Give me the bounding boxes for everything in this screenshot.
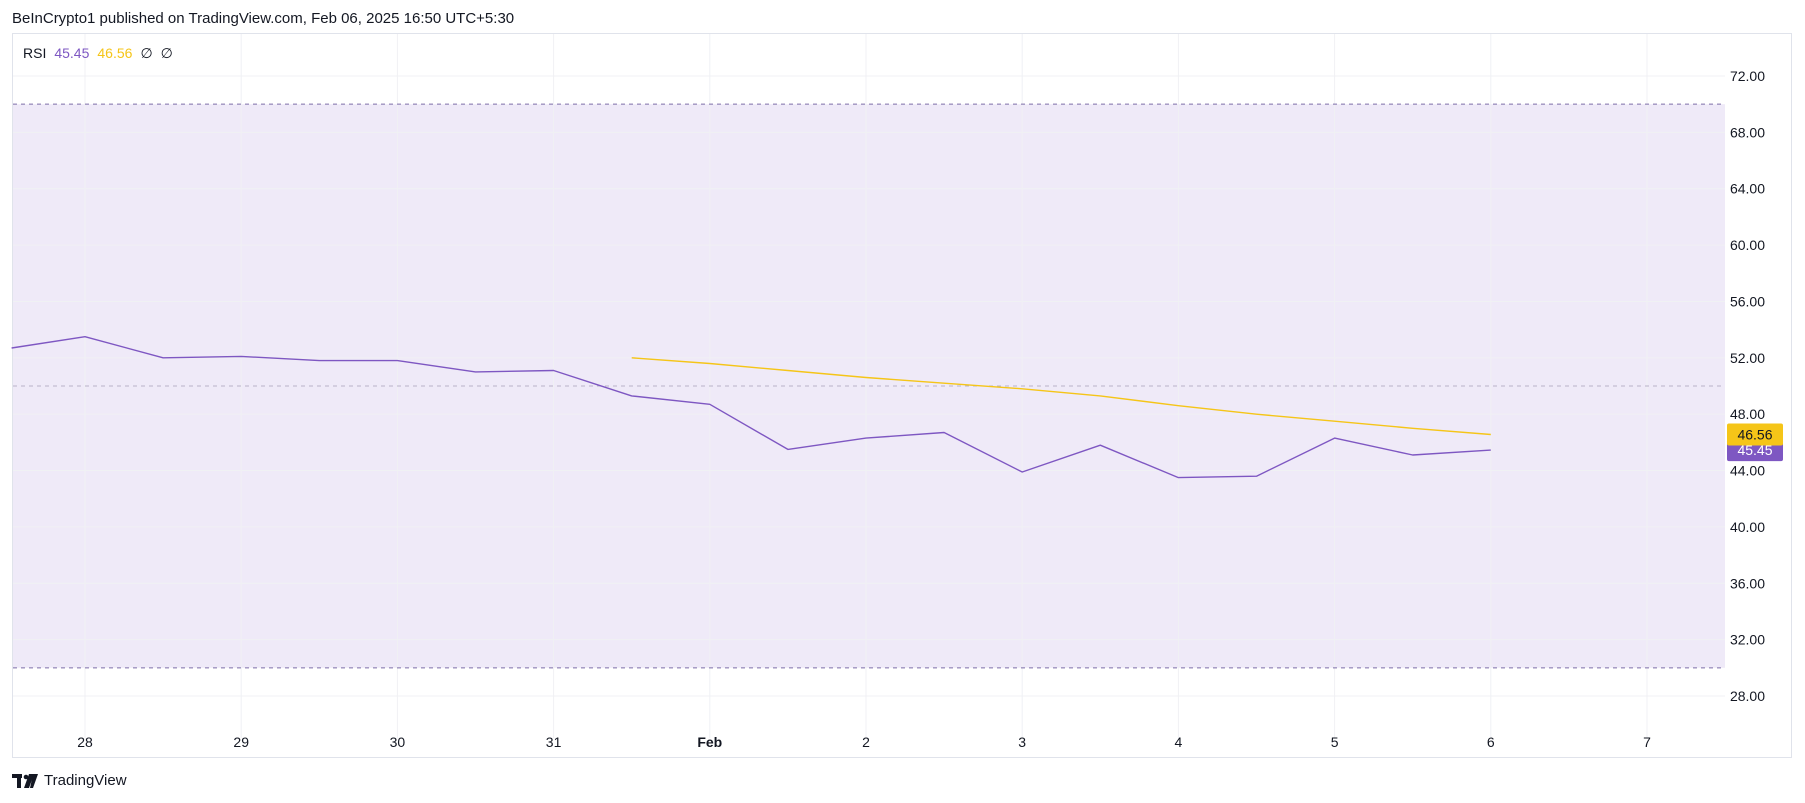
y-tick-label: 72.00 bbox=[1730, 68, 1765, 84]
x-tick-label: 30 bbox=[390, 734, 406, 750]
x-tick-label: 3 bbox=[1018, 734, 1026, 750]
x-tick-label: Feb bbox=[697, 734, 722, 750]
y-tick-label: 36.00 bbox=[1730, 575, 1765, 591]
indicator-legend[interactable]: RSI 45.45 46.56 ∅ ∅ bbox=[23, 45, 173, 62]
chart-frame bbox=[12, 33, 1792, 758]
rsi-series-line bbox=[11, 336, 1491, 479]
y-tick-label: 28.00 bbox=[1730, 688, 1765, 704]
legend-ma-value: 46.56 bbox=[97, 45, 133, 61]
rsi-last-value-label: 45.45 bbox=[1737, 442, 1772, 458]
publisher-caption: BeInCrypto1 published on TradingView.com… bbox=[12, 10, 515, 27]
y-tick-label: 40.00 bbox=[1730, 519, 1765, 535]
x-tick-label: 5 bbox=[1331, 734, 1339, 750]
x-tick-label: 6 bbox=[1487, 734, 1495, 750]
y-tick-label: 44.00 bbox=[1730, 463, 1765, 479]
legend-indicator-name[interactable]: RSI bbox=[23, 45, 47, 61]
footer-brand-label: TradingView bbox=[44, 772, 127, 789]
y-tick-label: 56.00 bbox=[1730, 293, 1765, 309]
x-tick-label: 2 bbox=[862, 734, 870, 750]
x-tick-label: 28 bbox=[77, 734, 93, 750]
y-tick-label: 68.00 bbox=[1730, 124, 1765, 140]
y-tick-label: 52.00 bbox=[1730, 350, 1765, 366]
y-tick-label: 32.00 bbox=[1730, 632, 1765, 648]
legend-rsi-value: 45.45 bbox=[54, 45, 90, 61]
ma-last-value-badge bbox=[1727, 423, 1783, 446]
y-tick-label: 64.00 bbox=[1730, 181, 1765, 197]
tradingview-logo-icon bbox=[12, 773, 38, 788]
legend-extra-2: ∅ bbox=[160, 45, 173, 61]
x-tick-label: 31 bbox=[546, 734, 562, 750]
ma-last-value-label: 46.56 bbox=[1737, 426, 1772, 442]
footer-brand[interactable]: TradingView bbox=[12, 772, 127, 789]
legend-extra-1: ∅ bbox=[140, 45, 153, 61]
x-tick-label: 29 bbox=[233, 734, 249, 750]
ma-series-line bbox=[631, 357, 1491, 436]
x-tick-label: 7 bbox=[1643, 734, 1651, 750]
y-tick-label: 60.00 bbox=[1730, 237, 1765, 253]
y-tick-label: 48.00 bbox=[1730, 406, 1765, 422]
x-tick-label: 4 bbox=[1175, 734, 1183, 750]
